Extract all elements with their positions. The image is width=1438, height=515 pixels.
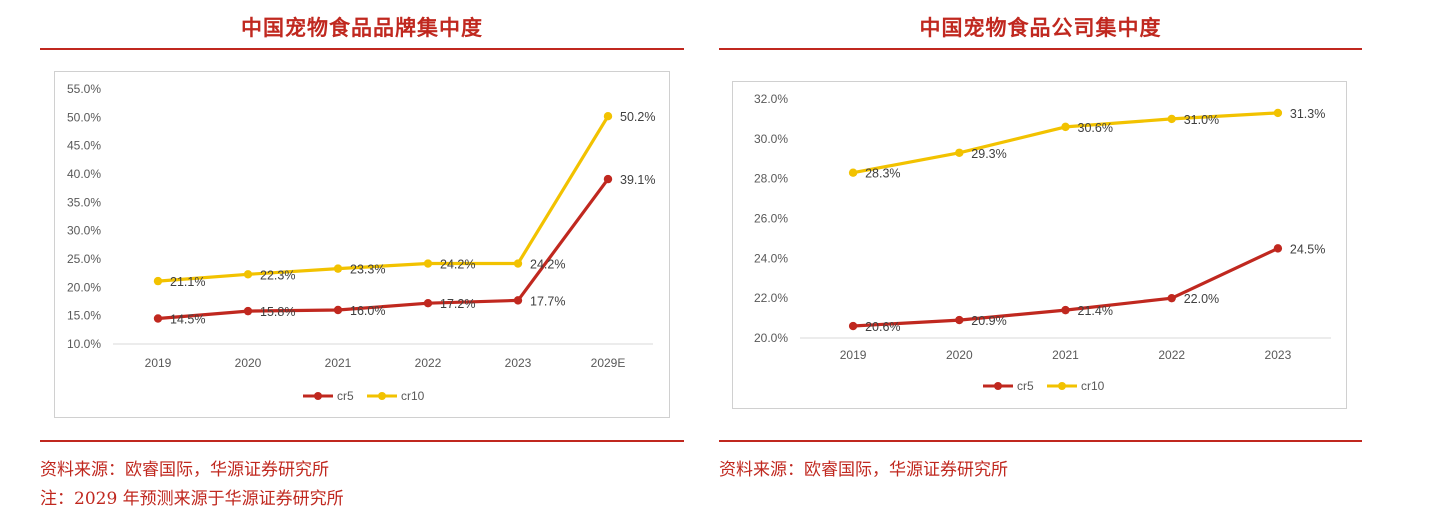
y-tick-label: 25.0% bbox=[67, 252, 101, 266]
series-line-cr5 bbox=[851, 246, 1280, 328]
y-tick-label: 35.0% bbox=[67, 195, 101, 209]
legend-marker-cr10 bbox=[1058, 382, 1066, 390]
x-tick-label: 2021 bbox=[1052, 348, 1079, 362]
data-label-cr10: 24.2% bbox=[440, 258, 475, 272]
data-point-cr10 bbox=[1167, 114, 1176, 124]
y-tick-label: 32.0% bbox=[754, 92, 788, 106]
data-point-cr5 bbox=[848, 321, 858, 331]
data-point-cr10 bbox=[513, 259, 523, 268]
legend-label-cr10: cr10 bbox=[401, 389, 425, 403]
legend-marker-cr10 bbox=[378, 392, 386, 400]
data-point-cr5 bbox=[1061, 305, 1070, 315]
data-label-cr5: 14.5% bbox=[170, 313, 205, 327]
right-title-rule bbox=[719, 48, 1362, 50]
data-point-cr10 bbox=[1273, 108, 1283, 118]
data-label-cr10: 50.2% bbox=[620, 110, 655, 124]
data-point-cr10 bbox=[243, 270, 253, 279]
x-tick-label: 2029E bbox=[591, 356, 626, 370]
x-tick-label: 2023 bbox=[1265, 348, 1292, 362]
data-label-cr10: 28.3% bbox=[865, 167, 900, 181]
y-tick-label: 30.0% bbox=[67, 224, 101, 238]
x-tick-label: 2023 bbox=[505, 356, 532, 370]
right-source-text: 资料来源：欧睿国际，华源证券研究所 bbox=[719, 460, 1008, 480]
y-tick-label: 10.0% bbox=[67, 337, 101, 351]
y-tick-label: 15.0% bbox=[67, 309, 101, 323]
left-title-rule bbox=[40, 48, 684, 50]
y-tick-label: 50.0% bbox=[67, 110, 101, 124]
left-note-text: 注：2029 年预测来源于华源证券研究所 bbox=[40, 489, 344, 509]
data-point-cr5 bbox=[423, 299, 433, 308]
left-chart-frame: 55.0% 50.0% 45.0% 40.0% 35.0% 30.0% 25.0% 20.0%… bbox=[54, 71, 670, 418]
data-point-cr5 bbox=[955, 315, 964, 325]
data-label-cr5: 20.9% bbox=[971, 314, 1006, 328]
right-chart-title: 中国宠物食品公司集中度 bbox=[919, 15, 1162, 40]
data-label-cr10: 24.2% bbox=[530, 258, 565, 272]
legend-label-cr10: cr10 bbox=[1081, 379, 1105, 393]
data-label-cr5: 17.7% bbox=[530, 294, 565, 308]
data-point-cr10 bbox=[333, 264, 343, 273]
data-label-cr5: 17.2% bbox=[440, 297, 475, 311]
y-tick-label: 20.0% bbox=[67, 280, 101, 294]
x-tick-label: 2020 bbox=[946, 348, 973, 362]
x-tick-label: 2020 bbox=[235, 356, 262, 370]
data-point-cr10 bbox=[423, 259, 433, 268]
y-tick-label: 30.0% bbox=[754, 132, 788, 146]
right-chart-frame: 32.0% 30.0% 28.0% 26.0% 24.0% 22.0% 20.0% 2019 2… bbox=[732, 81, 1347, 409]
x-tick-label: 2022 bbox=[415, 356, 442, 370]
x-tick-label: 2022 bbox=[1158, 348, 1185, 362]
x-tick-label: 2019 bbox=[145, 356, 172, 370]
data-point-cr5 bbox=[1273, 244, 1283, 253]
data-label-cr5: 39.1% bbox=[620, 173, 655, 187]
legend-marker-cr5 bbox=[994, 382, 1002, 390]
legend-label-cr5: cr5 bbox=[1017, 379, 1034, 393]
left-chart-title: 中国宠物食品品牌集中度 bbox=[241, 15, 483, 40]
data-point-cr10 bbox=[848, 168, 858, 177]
data-label-cr5: 24.5% bbox=[1290, 242, 1325, 256]
data-label-cr5: 22.0% bbox=[1184, 292, 1219, 306]
legend-label-cr5: cr5 bbox=[337, 389, 354, 403]
legend-marker-cr5 bbox=[314, 392, 322, 400]
data-point-cr10 bbox=[955, 148, 964, 157]
data-point-cr10 bbox=[153, 276, 163, 286]
data-point-cr5 bbox=[333, 305, 343, 315]
data-point-cr5 bbox=[153, 314, 163, 323]
x-tick-label: 2019 bbox=[840, 348, 867, 362]
y-tick-label: 20.0% bbox=[754, 331, 788, 345]
x-tick-label: 2021 bbox=[325, 356, 352, 370]
data-point-cr5 bbox=[1167, 293, 1176, 303]
series-line-cr5 bbox=[156, 177, 610, 321]
y-tick-label: 26.0% bbox=[754, 212, 788, 226]
data-label-cr10: 22.3% bbox=[260, 268, 295, 282]
data-point-cr5 bbox=[513, 296, 523, 305]
right-source-rule bbox=[719, 440, 1362, 442]
brand-concentration-chart: 55.0% 50.0% 45.0% 40.0% 35.0% 30.0% 25.0% 20.0%… bbox=[67, 82, 655, 403]
left-source-rule bbox=[40, 440, 684, 442]
data-point-cr5 bbox=[243, 306, 253, 316]
y-tick-label: 45.0% bbox=[67, 139, 101, 153]
data-label-cr5: 20.6% bbox=[865, 320, 900, 334]
data-label-cr10: 30.6% bbox=[1078, 121, 1113, 135]
y-tick-label: 22.0% bbox=[754, 291, 788, 305]
data-label-cr10: 21.1% bbox=[170, 275, 205, 289]
data-label-cr10: 31.0% bbox=[1184, 113, 1219, 127]
data-label-cr10: 29.3% bbox=[971, 147, 1006, 161]
data-point-cr10 bbox=[603, 112, 613, 121]
series-line-cr10 bbox=[156, 114, 610, 283]
y-tick-label: 28.0% bbox=[754, 172, 788, 186]
company-concentration-chart: 32.0% 30.0% 28.0% 26.0% 24.0% 22.0% 20.0% 2019 2… bbox=[754, 92, 1331, 393]
data-point-cr10 bbox=[1061, 122, 1070, 132]
left-source-text: 资料来源：欧睿国际，华源证券研究所 bbox=[40, 460, 329, 480]
data-label-cr10: 31.3% bbox=[1290, 107, 1325, 121]
data-point-cr5 bbox=[603, 174, 613, 184]
data-label-cr5: 16.0% bbox=[350, 304, 385, 318]
y-tick-label: 24.0% bbox=[754, 251, 788, 265]
y-tick-label: 40.0% bbox=[67, 167, 101, 181]
data-label-cr5: 15.8% bbox=[260, 305, 295, 319]
y-tick-label: 55.0% bbox=[67, 82, 101, 96]
data-label-cr10: 23.3% bbox=[350, 263, 385, 277]
data-label-cr5: 21.4% bbox=[1078, 304, 1113, 318]
